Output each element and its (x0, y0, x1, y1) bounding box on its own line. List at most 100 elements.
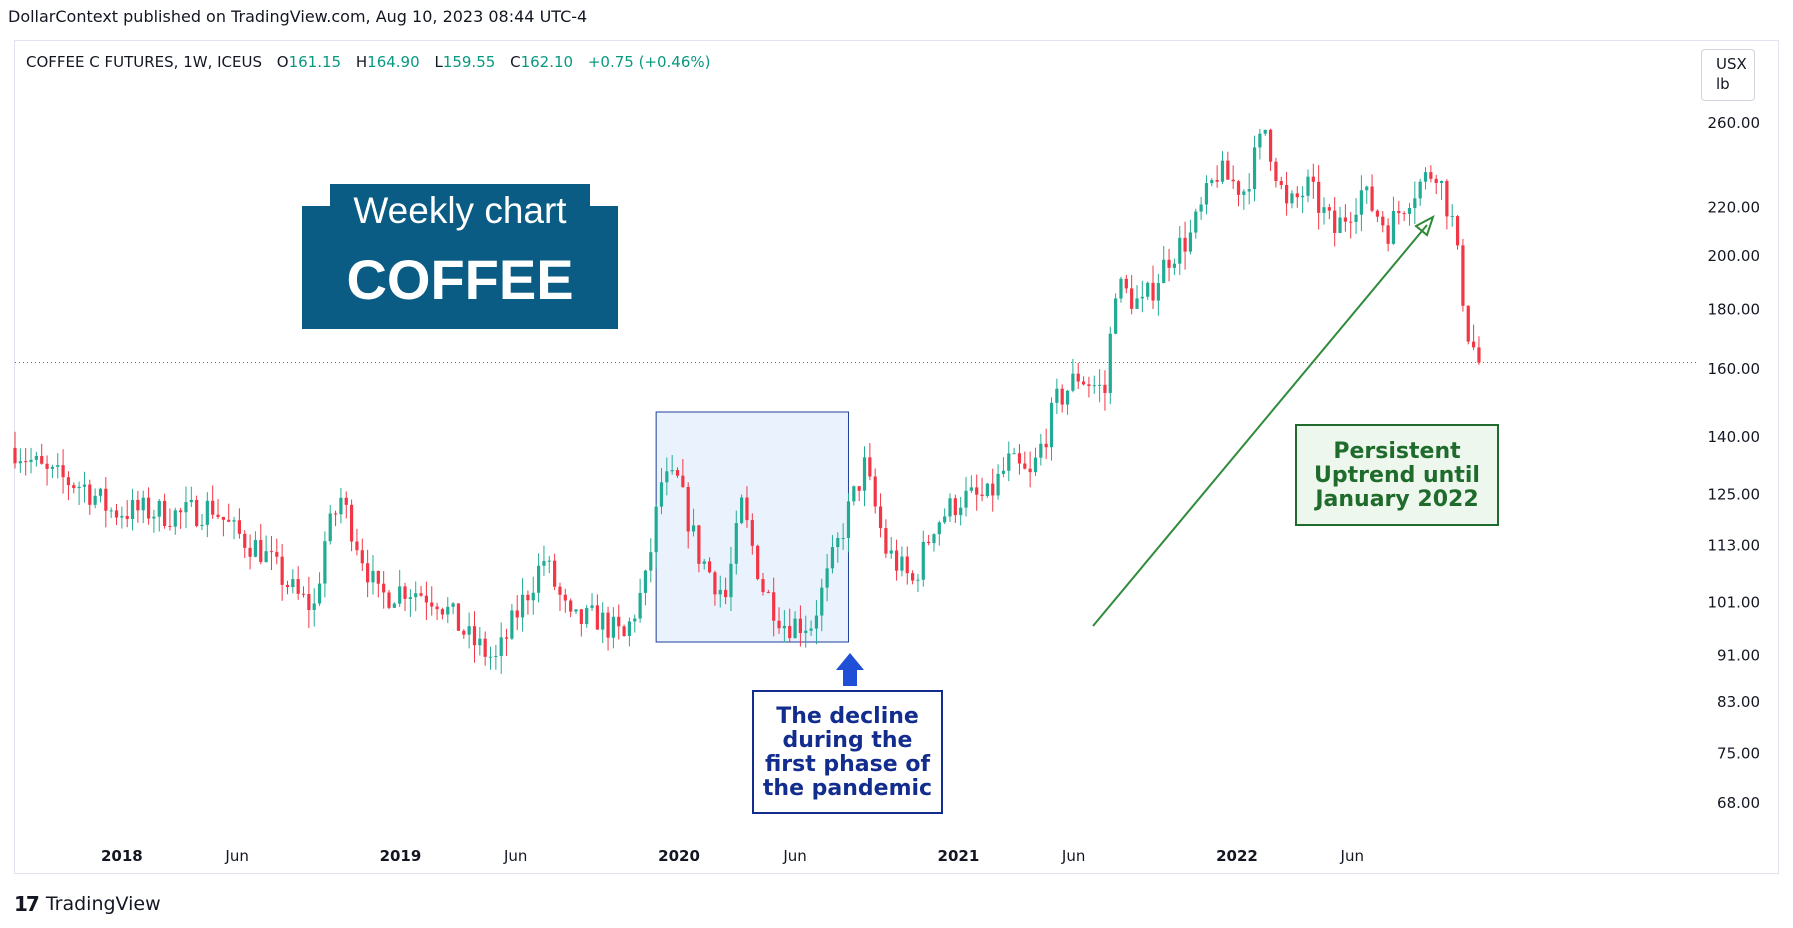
candle (376, 570, 380, 598)
candle-body (1445, 180, 1449, 217)
candle (846, 493, 851, 553)
candle (312, 588, 316, 627)
candle-body (745, 497, 749, 521)
candle-body (1279, 181, 1283, 185)
candle (61, 449, 65, 494)
candle (1338, 206, 1342, 234)
candle (1242, 189, 1246, 210)
candle (1349, 211, 1353, 239)
candle-body (558, 586, 562, 595)
close-label: C (510, 53, 521, 71)
candle (130, 488, 135, 531)
candle-body (333, 513, 338, 515)
candle (558, 582, 562, 611)
candle-body (237, 520, 242, 534)
price-tick-label: 113.00 (1708, 537, 1761, 555)
candle (1092, 375, 1096, 394)
candle-body (34, 456, 38, 460)
candle (323, 531, 327, 598)
candle (382, 571, 386, 609)
candle-body (1284, 184, 1289, 204)
candle-body (446, 606, 450, 615)
candle-body (398, 586, 402, 604)
candle (777, 607, 781, 634)
candle-body (734, 523, 738, 564)
candle (1317, 165, 1321, 230)
candle-body (456, 603, 461, 631)
candle-body (1450, 216, 1454, 218)
candle (253, 531, 258, 558)
candle-body (862, 457, 867, 491)
candle (1450, 204, 1454, 227)
candle (1055, 378, 1059, 415)
candle (654, 504, 658, 569)
currency-unit-button[interactable]: USX lb (1701, 49, 1755, 101)
candle-body (414, 593, 418, 598)
candle-body (707, 561, 712, 573)
brand-name: TradingView (45, 893, 161, 915)
candle (1028, 451, 1032, 488)
candle-body (269, 551, 274, 553)
time-tick-label: 2019 (380, 847, 422, 865)
candle (675, 467, 680, 478)
candle-body (189, 500, 193, 503)
candle (301, 586, 306, 598)
candle (125, 500, 129, 528)
candle-body (889, 550, 893, 554)
candle (761, 572, 765, 596)
price-tick-label: 160.00 (1708, 360, 1761, 378)
candle (328, 504, 332, 545)
candle (483, 631, 487, 666)
candle-body (173, 510, 177, 527)
candle (691, 508, 696, 537)
candle (633, 614, 637, 633)
candle-body (750, 520, 754, 546)
candle (1263, 129, 1267, 136)
candle (686, 482, 690, 549)
candle (1455, 215, 1460, 250)
candle-body (670, 470, 674, 472)
candle (1044, 428, 1048, 459)
candle (50, 464, 55, 479)
time-tick-label: 2020 (658, 847, 700, 865)
candle (77, 481, 81, 505)
candle-body (921, 541, 925, 580)
candle-body (125, 515, 129, 520)
candle (371, 554, 375, 595)
time-tick-label: Jun (503, 847, 527, 865)
candle (718, 575, 722, 608)
candle (1017, 444, 1022, 475)
candle (713, 570, 717, 606)
candle-body (991, 483, 995, 496)
candle (1471, 324, 1476, 351)
candle (494, 644, 498, 670)
candle (1311, 163, 1315, 199)
candle-body (1033, 457, 1038, 473)
candle-body (814, 615, 819, 629)
candle (18, 448, 22, 473)
candle (681, 459, 685, 488)
candle-body (1402, 213, 1406, 215)
candle (248, 534, 252, 570)
high-value: 164.90 (367, 53, 420, 71)
candle-body (435, 606, 439, 610)
candle (1007, 441, 1011, 482)
candle (1087, 376, 1091, 398)
candle (93, 488, 97, 509)
low-value: 159.55 (442, 53, 496, 71)
symbol-legend[interactable]: COFFEE C FUTURES, 1W, ICEUS O161.15 H164… (26, 53, 711, 71)
candle-body (66, 477, 71, 486)
tradingview-brand[interactable]: 17 TradingView (14, 892, 161, 916)
title-commodity: COFFEE (346, 248, 574, 311)
candle (772, 577, 776, 637)
candle-body (959, 507, 963, 516)
candle-body (227, 519, 231, 522)
candle-body (1295, 193, 1299, 198)
candle-body (980, 494, 984, 496)
candle-body (1060, 388, 1064, 405)
time-tick-label: Jun (224, 847, 248, 865)
candle (569, 598, 573, 618)
candle-body (1306, 176, 1310, 196)
candle-body (969, 487, 973, 491)
